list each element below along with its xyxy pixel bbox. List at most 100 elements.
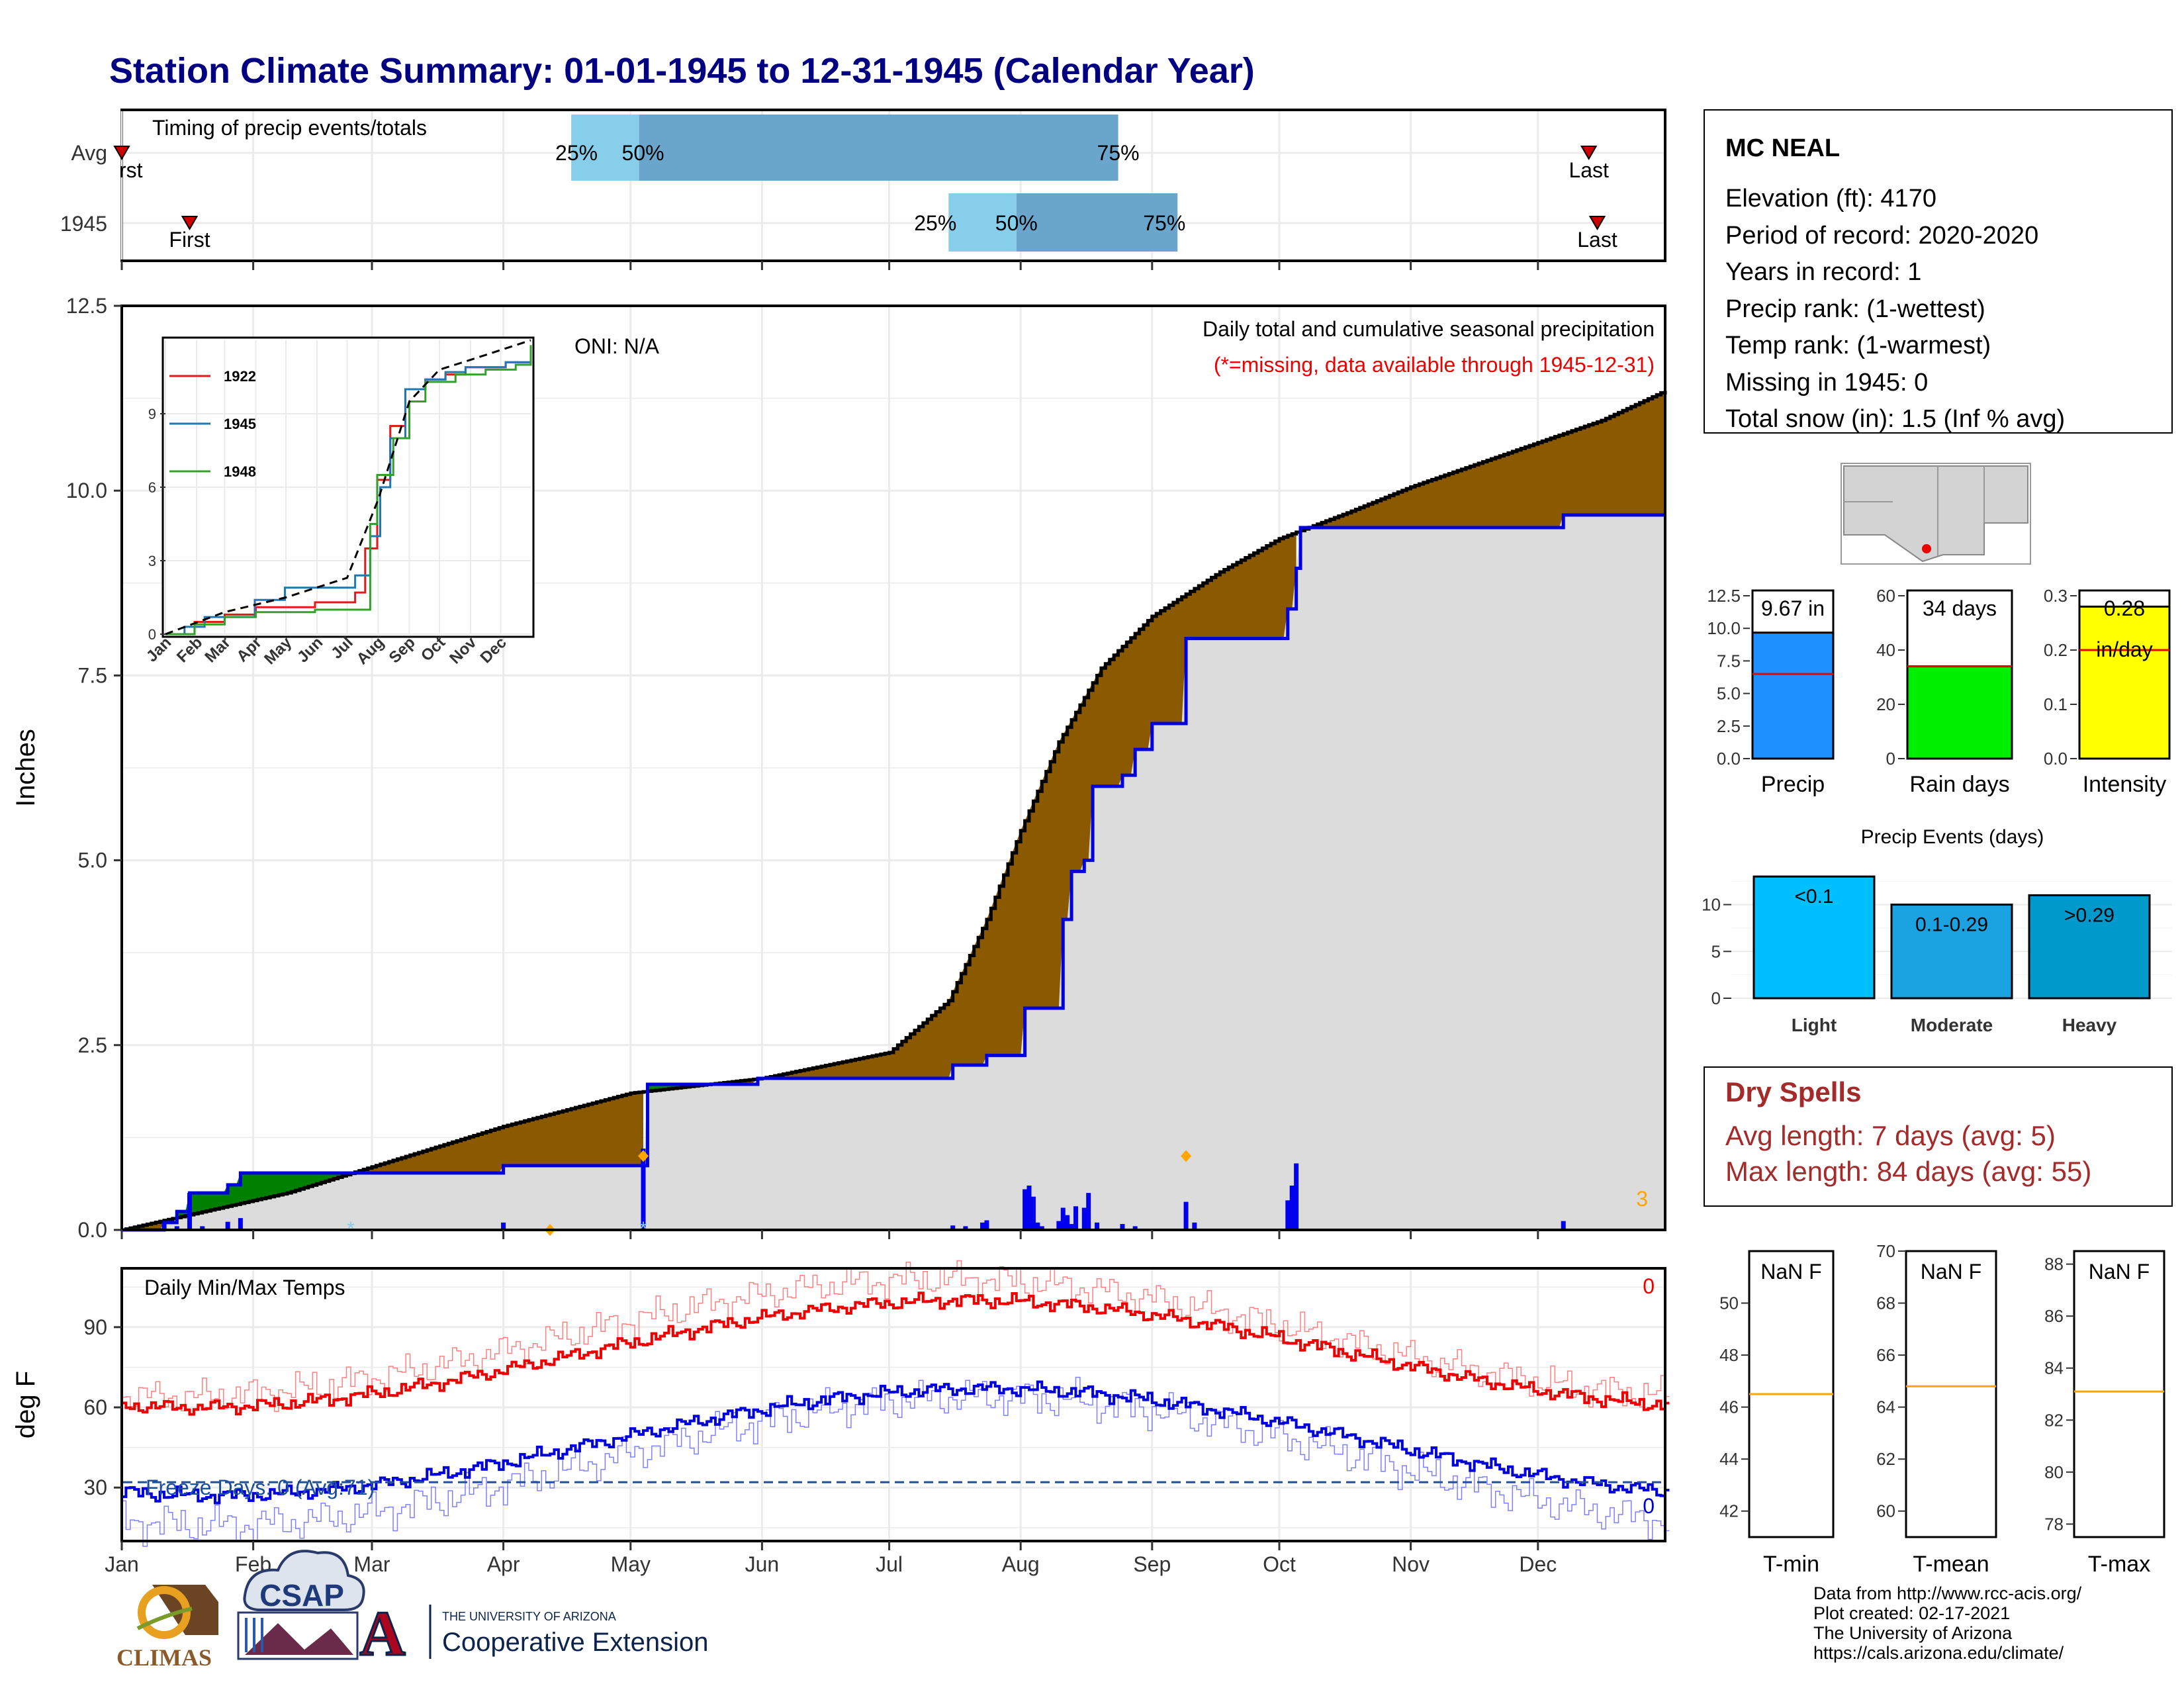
timing-avg-first-marker [113, 146, 130, 160]
month-axis-label: Oct [1263, 1552, 1296, 1576]
precip-axis-tick-label: 0.0 [78, 1218, 107, 1242]
month-axis-label: Jan [105, 1552, 139, 1576]
tmax-normal-line [122, 1260, 1670, 1412]
map-states [1843, 465, 2028, 563]
station-line: Precip rank: (1-wettest) [1725, 295, 1985, 323]
temp-box-t-max: 78 80 82 84 86 88 NaN F T-max [2044, 1250, 2165, 1577]
summary-bar-value: 34 days [1923, 596, 1997, 620]
ua-letter: A [359, 1598, 405, 1669]
timing-avg-p50: 50% [622, 141, 664, 165]
daily-precip-bar [1073, 1206, 1078, 1230]
footer-line: The University of Arizona [1813, 1623, 2013, 1643]
temp-box-tick-label: 80 [2044, 1462, 2064, 1482]
dry-spells-title: Dry Spells [1725, 1076, 1861, 1107]
daily-precip-bar [1035, 1222, 1040, 1230]
timing-row-1945: 1945 [60, 212, 107, 236]
daily-precip-bar [1039, 1226, 1044, 1230]
station-line: Years in record: 1 [1725, 258, 1921, 286]
summary-bar-tick-label: 0 [1886, 749, 1895, 769]
station-line: Period of record: 2020-2020 [1725, 222, 2038, 250]
ua-logo: A THE UNIVERSITY OF ARIZONA Cooperative … [359, 1597, 709, 1670]
timing-1945-iqr-light [948, 193, 1017, 252]
summary-bar-frame [2078, 589, 2171, 760]
daily-precip-bar [200, 1226, 205, 1230]
summary-bar-fill [2078, 605, 2171, 760]
temp-box-tick-label: 46 [1719, 1397, 1739, 1417]
summary-bar-tick-label: 2.5 [1717, 716, 1741, 736]
climas-logo-text: CLIMAS [116, 1644, 212, 1671]
month-axis-label: Nov [1392, 1552, 1430, 1576]
inset-series-1948 [165, 345, 532, 635]
temp-box-tick-label: 48 [1719, 1345, 1739, 1365]
temp-box-tick-label: 78 [2044, 1514, 2064, 1534]
events-bar [1752, 875, 1876, 1000]
missing-note: (*=missing, data available through 1945-… [1214, 353, 1655, 377]
timing-avg-p25: 25% [555, 141, 598, 165]
events-axis-tick-label: 5 [1711, 941, 1721, 961]
precip-axis-tick-label: 5.0 [78, 849, 107, 872]
summary-bar-label: Rain days [1909, 772, 2009, 797]
tmin-normal-line [122, 1376, 1670, 1547]
station-line: Missing in 1945: 0 [1725, 369, 1928, 397]
summary-bar-tick-label: 20 [1876, 694, 1895, 714]
temp-box-tick-label: 82 [2044, 1410, 2064, 1430]
inset-legend-label: 1922 [224, 368, 256, 385]
summary-bar-intensity: 0.0 0.1 0.2 0.3 0.28 in/day Intensity [2044, 586, 2171, 797]
events-category-label: Light [1792, 1015, 1837, 1035]
station-info: MC NEAL Elevation (ft): 4170 Period of r… [1704, 109, 2173, 434]
daily-precip-bar [1086, 1193, 1091, 1230]
freeze-days: Freeze Days: 0 (Avg:71) [146, 1476, 375, 1499]
station-line: Temp rank: (1-warmest) [1725, 332, 1991, 359]
daily-precip-bar [1026, 1185, 1032, 1230]
footer-line: Data from http://www.rcc-acis.org/ [1813, 1583, 2082, 1603]
dry-spells-max: Max length: 84 days (avg: 55) [1725, 1156, 2091, 1187]
precip-ylabel: Inches [11, 729, 40, 807]
dry-spells-avg: Avg length: 7 days (avg: 5) [1725, 1120, 2056, 1151]
ua-university: THE UNIVERSITY OF ARIZONA [442, 1610, 616, 1623]
summary-bar-tick-label: 5.0 [1717, 684, 1741, 704]
temp-box-tick-label: 62 [1876, 1449, 1895, 1469]
inset-average-line [165, 339, 531, 635]
cumulative-area-grey [122, 515, 1665, 1230]
daily-precip-bar [1192, 1222, 1197, 1230]
summary-bar-tick-label: 0.2 [2044, 640, 2068, 660]
daily-precip-bars [161, 1149, 1566, 1230]
large-event-marker [1181, 1150, 1192, 1162]
temp-box-tick-label: 68 [1876, 1293, 1895, 1313]
summary-bars: 0.0 2.5 5.0 7.5 10.0 12.5 9.67 in Precip 0 20 40 60… [1707, 586, 2171, 797]
daily-precip-bar [174, 1226, 179, 1230]
locator-map [1841, 463, 2031, 565]
summary-bar-value: 9.67 in [1761, 596, 1825, 620]
daily-precip-bar [161, 1222, 167, 1230]
summary-bar-tick-label: 40 [1876, 640, 1895, 660]
temp-box-tick-label: 84 [2044, 1358, 2064, 1378]
station-line: Elevation (ft): 4170 [1725, 185, 1936, 212]
ua-coop-extension: Cooperative Extension [442, 1628, 708, 1657]
summary-bar-tick-label: 0.1 [2044, 694, 2068, 714]
events-bar [2028, 894, 2151, 1000]
daily-precip-bar [1023, 1189, 1028, 1230]
csap-logo: CSAP [237, 1550, 365, 1660]
summary-bar-fill [1751, 632, 1835, 760]
timing-1945-p25: 25% [914, 211, 956, 235]
events-category-label: Heavy [2062, 1015, 2117, 1035]
station-info-frame [1704, 109, 2173, 434]
daily-precip-bar [984, 1220, 989, 1230]
summary-bar-tick-label: 0.0 [1717, 749, 1741, 769]
daily-precip-bar [1132, 1226, 1138, 1230]
timing-1945-last-label: Last [1577, 228, 1617, 252]
daily-precip-bar [1065, 1215, 1070, 1230]
tmin-line [122, 1380, 1670, 1505]
temp-summary-boxes: 42 44 46 48 50 NaN F T-min 60 62 64 66 68 70 NaN F T-m… [1719, 1241, 2165, 1577]
inset-axis-tick-label: 9 [148, 406, 156, 422]
timing-row-avg: Avg [71, 141, 107, 165]
summary-bar-frame [1906, 589, 2013, 760]
summary-bar-tick-label: 7.5 [1717, 651, 1741, 671]
month-axis-label: Jun [745, 1552, 780, 1576]
daily-precip-bar [501, 1222, 506, 1230]
month-axis-label: Apr [487, 1552, 520, 1576]
month-axis-label: May [611, 1552, 651, 1576]
daily-precip-bar [1561, 1221, 1566, 1230]
